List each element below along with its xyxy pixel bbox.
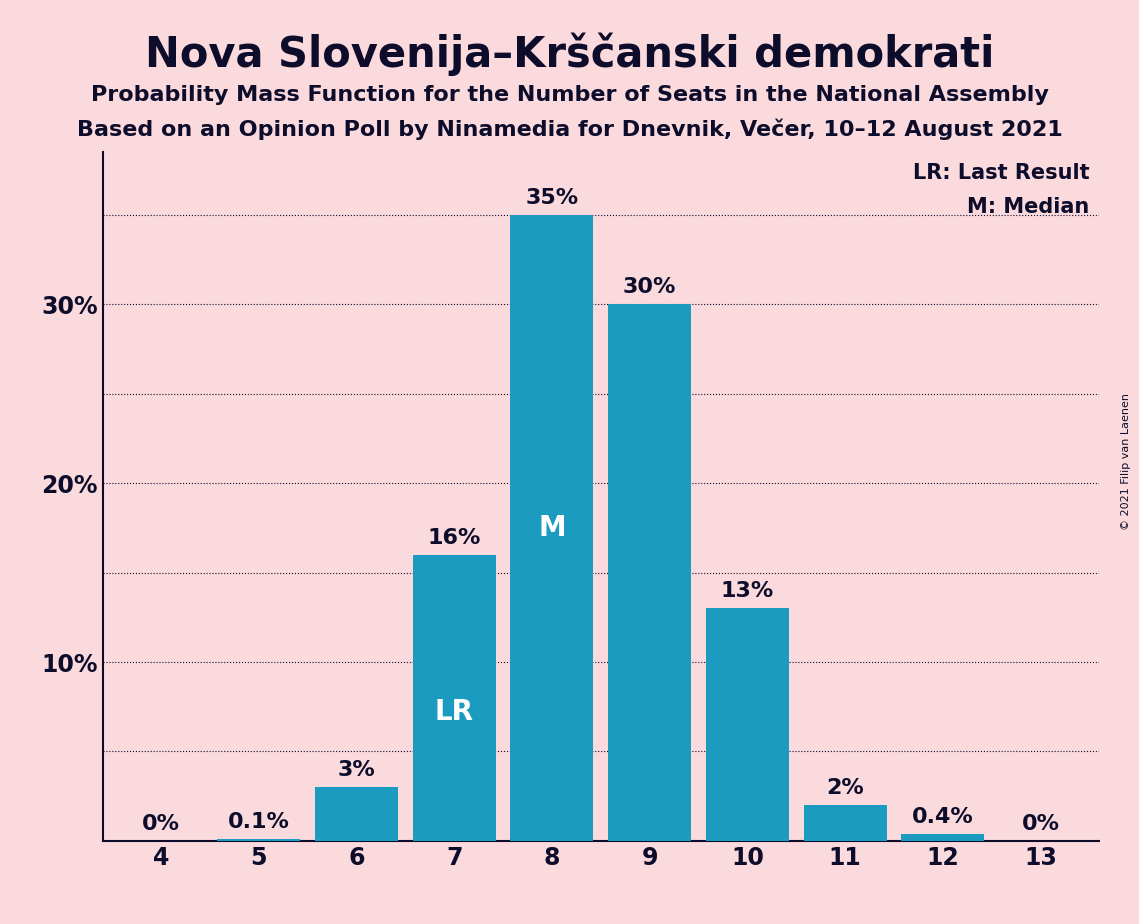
Text: 16%: 16% [427,528,481,548]
Text: M: M [538,514,566,542]
Text: © 2021 Filip van Laenen: © 2021 Filip van Laenen [1121,394,1131,530]
Text: 0.1%: 0.1% [228,812,289,832]
Text: 0.4%: 0.4% [912,807,974,827]
Text: 0%: 0% [1022,814,1059,833]
Text: M: Median: M: Median [967,197,1089,217]
Bar [218,839,301,841]
Bar [608,304,691,841]
Text: Based on an Opinion Poll by Ninamedia for Dnevnik, Večer, 10–12 August 2021: Based on an Opinion Poll by Ninamedia fo… [76,118,1063,140]
Text: 0%: 0% [142,814,180,833]
Text: LR: LR [435,699,474,726]
Text: Probability Mass Function for the Number of Seats in the National Assembly: Probability Mass Function for the Number… [91,85,1048,105]
Bar [706,608,789,841]
Text: 3%: 3% [337,760,376,780]
Text: Nova Slovenija–Krščanski demokrati: Nova Slovenija–Krščanski demokrati [145,32,994,76]
Bar [316,787,398,841]
Text: 2%: 2% [826,778,865,798]
Bar [412,554,495,841]
Text: 30%: 30% [623,277,677,298]
Text: 13%: 13% [721,581,775,602]
Text: 35%: 35% [525,188,579,208]
Text: LR: Last Result: LR: Last Result [912,163,1089,183]
Bar [510,215,593,841]
Bar [901,833,984,841]
Bar [804,805,886,841]
